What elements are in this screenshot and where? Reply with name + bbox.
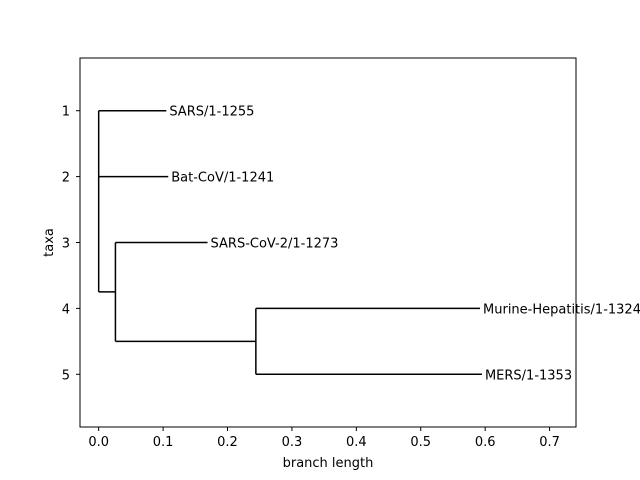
y-axis-title: taxa (42, 228, 57, 257)
y-tick-label: 3 (62, 237, 70, 252)
y-tick-label: 5 (62, 368, 70, 383)
x-axis-title: branch length (283, 456, 374, 471)
x-tick-label: 0.2 (217, 435, 238, 450)
x-axis-ticks: 0.0 0.1 0.2 0.3 0.4 0.5 0.6 0.7 (88, 427, 560, 450)
x-tick-label: 0.7 (539, 435, 560, 450)
x-tick-label: 0.3 (282, 435, 303, 450)
taxon-label-2: Bat-CoV/1-1241 (171, 171, 274, 186)
taxon-label-4: Murine-Hepatitis/1-1324 (483, 302, 640, 317)
y-axis-ticks: 1 2 3 4 5 (62, 105, 80, 383)
taxon-label-5: MERS/1-1353 (485, 368, 572, 383)
x-tick-label: 0.4 (346, 435, 367, 450)
taxon-label-1: SARS/1-1255 (169, 105, 254, 120)
y-tick-label: 2 (62, 171, 70, 186)
x-tick-label: 0.1 (153, 435, 174, 450)
x-tick-label: 0.6 (475, 435, 496, 450)
x-tick-label: 0.5 (410, 435, 431, 450)
x-tick-label: 0.0 (88, 435, 109, 450)
y-tick-label: 4 (62, 302, 70, 317)
y-tick-label: 1 (62, 105, 70, 120)
taxon-label-3: SARS-CoV-2/1-1273 (211, 237, 339, 252)
plot-content (97, 109, 482, 376)
